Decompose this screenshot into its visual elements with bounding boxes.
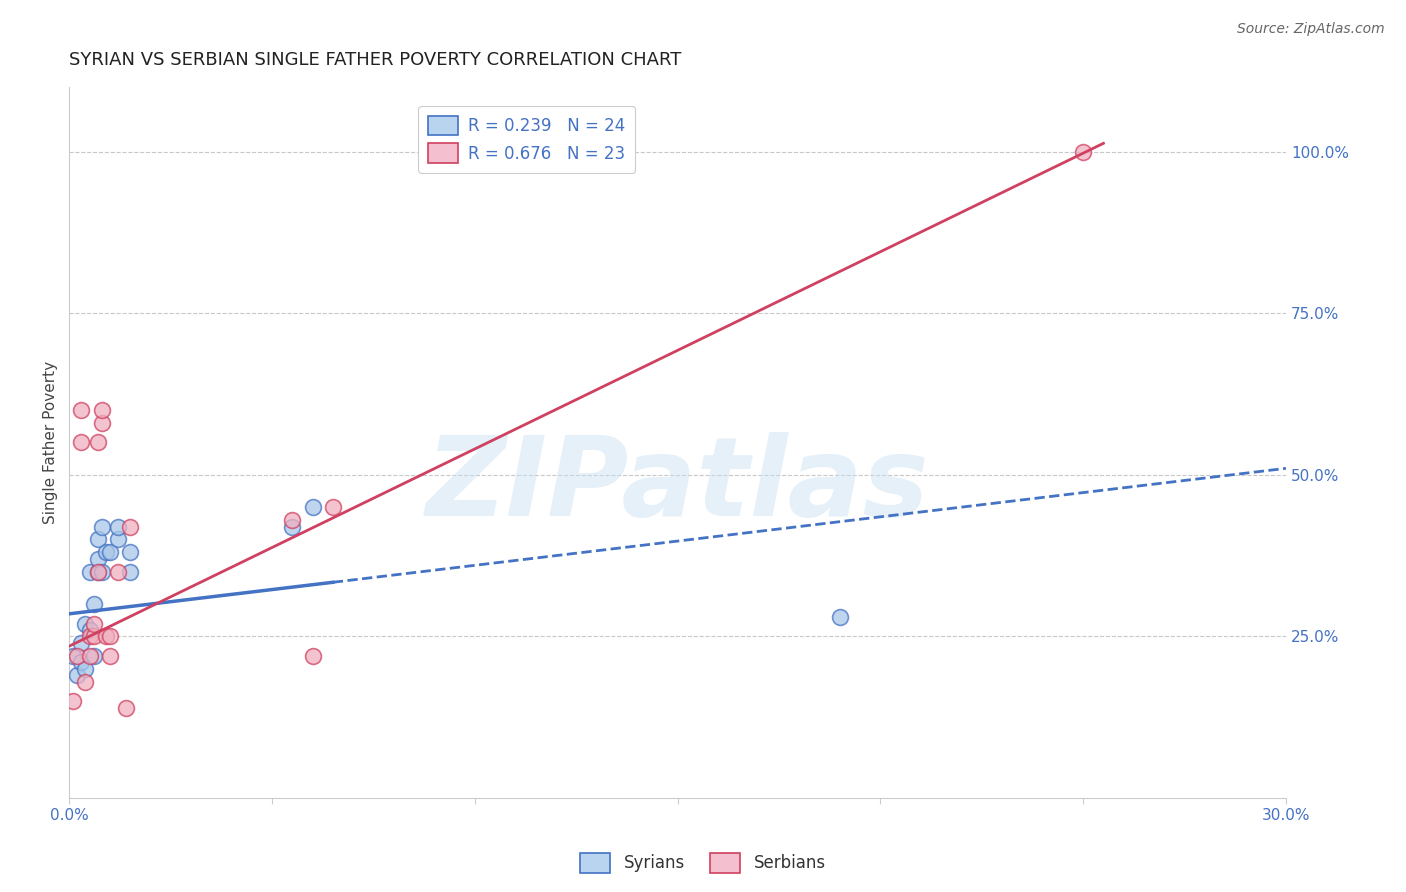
Point	[79, 623, 101, 637]
Point	[281, 519, 304, 533]
Point	[120, 545, 142, 559]
Point	[98, 545, 121, 559]
Point	[828, 610, 851, 624]
Point	[66, 668, 89, 682]
Point	[115, 700, 138, 714]
Point	[107, 565, 129, 579]
Point	[120, 565, 142, 579]
Point	[98, 629, 121, 643]
Y-axis label: Single Father Poverty: Single Father Poverty	[44, 361, 58, 524]
Point	[90, 565, 112, 579]
Point	[90, 403, 112, 417]
Point	[70, 435, 93, 450]
Point	[75, 616, 97, 631]
Point	[94, 545, 117, 559]
Point	[86, 533, 108, 547]
Point	[62, 694, 84, 708]
Point	[75, 674, 97, 689]
Point	[1071, 145, 1094, 159]
Point	[75, 662, 97, 676]
Legend: Syrians, Serbians: Syrians, Serbians	[574, 847, 832, 880]
Point	[79, 565, 101, 579]
Point	[62, 648, 84, 663]
Text: Source: ZipAtlas.com: Source: ZipAtlas.com	[1237, 22, 1385, 37]
Point	[107, 519, 129, 533]
Point	[301, 500, 323, 515]
Point	[66, 648, 89, 663]
Point	[301, 648, 323, 663]
Point	[94, 629, 117, 643]
Point	[83, 629, 105, 643]
Point	[120, 519, 142, 533]
Point	[79, 648, 101, 663]
Point	[90, 519, 112, 533]
Point	[86, 435, 108, 450]
Legend: R = 0.239   N = 24, R = 0.676   N = 23: R = 0.239 N = 24, R = 0.676 N = 23	[418, 106, 636, 173]
Point	[83, 648, 105, 663]
Point	[70, 403, 93, 417]
Point	[70, 636, 93, 650]
Point	[86, 552, 108, 566]
Point	[281, 513, 304, 527]
Point	[107, 533, 129, 547]
Text: SYRIAN VS SERBIAN SINGLE FATHER POVERTY CORRELATION CHART: SYRIAN VS SERBIAN SINGLE FATHER POVERTY …	[69, 51, 682, 69]
Point	[83, 616, 105, 631]
Point	[86, 565, 108, 579]
Point	[322, 500, 344, 515]
Point	[98, 648, 121, 663]
Point	[83, 597, 105, 611]
Point	[70, 655, 93, 669]
Text: ZIPatlas: ZIPatlas	[426, 432, 929, 539]
Point	[86, 565, 108, 579]
Point	[90, 416, 112, 430]
Point	[79, 629, 101, 643]
